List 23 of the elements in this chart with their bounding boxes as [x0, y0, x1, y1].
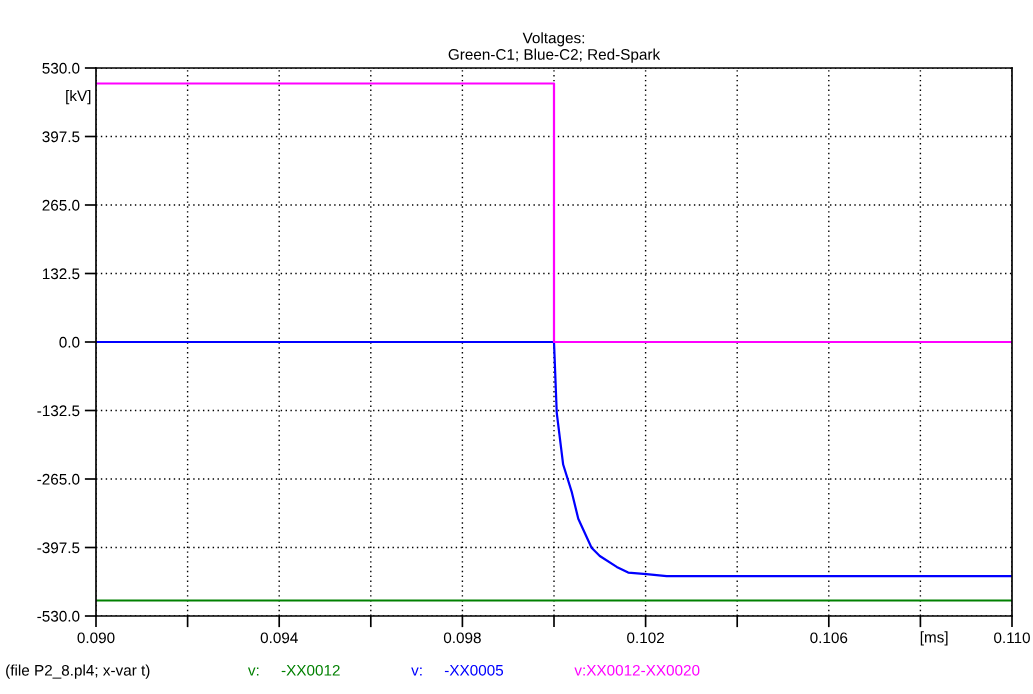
x-tick-label: 0.090: [77, 632, 115, 644]
y-tick-label: -530.0: [37, 610, 80, 622]
x-axis-title: [ms]: [920, 631, 948, 646]
y-tick-label: 0.0: [59, 336, 80, 348]
x-tick-label: 0.110: [994, 632, 1030, 644]
text: (file P2_8.pl4; x-var t): [6, 664, 150, 679]
x-tick-label: 0.106: [810, 632, 848, 644]
y-tick-label: 132.5: [42, 268, 80, 280]
line-series: [96, 340, 1012, 578]
text: v:XX0012-XX0020: [574, 664, 700, 676]
y-tick-label: -132.5: [37, 405, 80, 417]
text: v: -XX0005: [411, 664, 504, 676]
text: v: -XX0012: [247, 664, 340, 676]
y-tick-label: -397.5: [37, 542, 80, 554]
y-axis-title: [kV]: [66, 89, 91, 105]
y-tick-label: 265.0: [42, 199, 80, 211]
y-tick-label: 530.0: [42, 62, 80, 74]
x-tick-label: 0.094: [260, 632, 298, 644]
x-tick-label: 0.102: [627, 632, 664, 644]
x-tick-label: 0.098: [443, 632, 481, 644]
y-tick-label: 397.5: [42, 131, 80, 143]
y-tick-label: -265.0: [37, 473, 80, 485]
chart-title: Voltages: Green-C1; Blue-C2; Red-Spark: [448, 32, 661, 63]
